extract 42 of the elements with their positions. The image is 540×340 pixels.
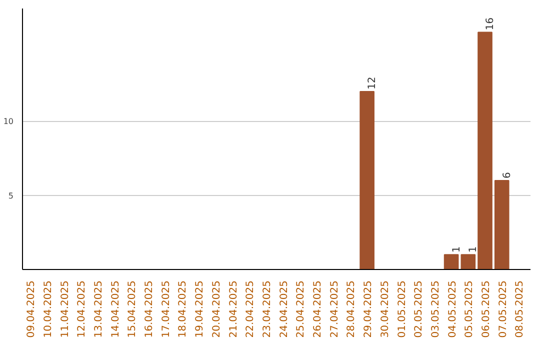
x-tick-label: 14.04.2025 [110,280,122,338]
x-tick-label: 06.05.2025 [481,280,492,338]
x-tick-label: 02.05.2025 [414,280,425,338]
y-tick-label: 5 [8,191,14,200]
y-tick-label: 10 [3,117,14,126]
x-tick-label: 16.04.2025 [144,280,156,338]
x-tick-label: 20.04.2025 [211,280,222,338]
x-tick-label: 24.04.2025 [278,280,290,338]
x-tick-label: 11.04.2025 [60,280,71,338]
x-tick-label: 17.04.2025 [160,280,172,338]
x-tick-label: 22.04.2025 [245,280,256,338]
x-tick-label: 04.05.2025 [447,280,458,338]
x-tick-label: 13.04.2025 [93,280,104,338]
bar [444,254,459,270]
x-tick-label: 19.04.2025 [194,280,206,338]
data-label: 16 [485,17,496,30]
x-tick-label: 26.04.2025 [312,280,324,338]
x-tick-label: 23.04.2025 [262,280,273,338]
data-label: 1 [468,246,480,253]
data-label: 6 [502,172,513,179]
x-tick-label: 01.05.2025 [396,280,408,338]
x-tick-label: 03.05.2025 [430,280,442,338]
x-tick-label: 15.04.2025 [127,280,138,338]
x-tick-label: 21.04.2025 [228,280,240,338]
bar [494,180,510,270]
x-tick-label: 30.04.2025 [380,280,391,338]
x-tick-label: 29.04.2025 [363,280,374,338]
x-tick-label: 07.05.2025 [498,280,509,338]
data-label: 12 [367,76,378,90]
bar [360,91,374,270]
x-tick-label: 18.04.2025 [178,280,189,338]
x-tick-label: 08.05.2025 [514,280,526,338]
x-tick-label: 05.05.2025 [464,280,476,338]
data-label: 1 [451,246,462,253]
bar [460,254,476,270]
bar [478,32,492,270]
x-tick-label: 28.04.2025 [346,280,358,338]
x-tick-label: 10.04.2025 [42,280,54,338]
x-tick-label: 27.04.2025 [329,280,340,338]
x-tick-label: 09.04.2025 [26,280,38,338]
x-tick-label: 12.04.2025 [76,280,88,338]
x-tick-label: 25.04.2025 [296,280,307,338]
